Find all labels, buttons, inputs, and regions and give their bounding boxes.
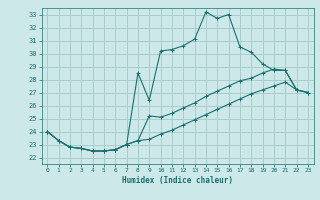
X-axis label: Humidex (Indice chaleur): Humidex (Indice chaleur) — [122, 176, 233, 185]
